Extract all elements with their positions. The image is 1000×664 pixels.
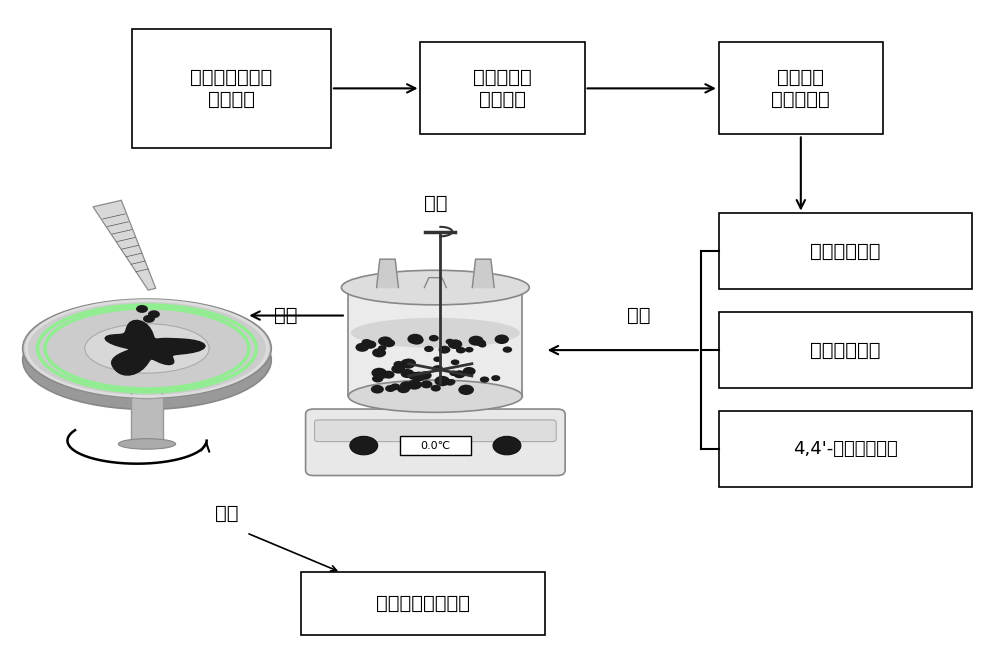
Circle shape [438, 346, 450, 354]
Polygon shape [472, 259, 494, 288]
FancyBboxPatch shape [306, 409, 565, 475]
Ellipse shape [348, 380, 522, 412]
Circle shape [450, 339, 462, 347]
Circle shape [421, 380, 432, 388]
Circle shape [433, 357, 442, 362]
Circle shape [378, 337, 392, 346]
FancyBboxPatch shape [132, 29, 331, 147]
Circle shape [447, 379, 456, 384]
Circle shape [431, 385, 441, 392]
Circle shape [435, 365, 443, 371]
Circle shape [364, 341, 376, 349]
Circle shape [371, 368, 387, 378]
Ellipse shape [351, 318, 520, 348]
Ellipse shape [23, 299, 271, 398]
Circle shape [419, 371, 432, 380]
Circle shape [400, 359, 415, 369]
Text: 混合: 混合 [627, 306, 651, 325]
FancyBboxPatch shape [420, 42, 585, 135]
Circle shape [382, 371, 395, 378]
Circle shape [372, 375, 383, 382]
Circle shape [445, 380, 455, 386]
FancyBboxPatch shape [719, 214, 972, 290]
Circle shape [391, 365, 405, 374]
Circle shape [410, 335, 424, 345]
Circle shape [463, 367, 476, 376]
Polygon shape [93, 201, 156, 290]
Polygon shape [348, 288, 522, 396]
Text: 配制含钕锰锶的
硝酸溶液: 配制含钕锰锶的 硝酸溶液 [190, 68, 273, 109]
Circle shape [456, 347, 466, 353]
Circle shape [503, 347, 512, 353]
Circle shape [480, 376, 489, 382]
Text: 0.0℃: 0.0℃ [420, 441, 450, 451]
Text: 高温反应
成纳米粒子: 高温反应 成纳米粒子 [771, 68, 830, 109]
Circle shape [446, 339, 454, 345]
Circle shape [143, 315, 155, 323]
Circle shape [478, 342, 486, 347]
Circle shape [451, 359, 459, 365]
Circle shape [383, 339, 395, 347]
FancyBboxPatch shape [719, 42, 883, 135]
FancyBboxPatch shape [719, 411, 972, 487]
Ellipse shape [85, 324, 209, 373]
Circle shape [448, 339, 462, 349]
Circle shape [397, 384, 410, 393]
Circle shape [371, 385, 384, 394]
Circle shape [372, 348, 386, 357]
Ellipse shape [118, 439, 176, 450]
Circle shape [378, 345, 387, 351]
Circle shape [136, 305, 148, 313]
Circle shape [453, 371, 465, 378]
Ellipse shape [131, 390, 163, 399]
Circle shape [495, 335, 509, 344]
Circle shape [476, 339, 486, 347]
Circle shape [148, 310, 160, 318]
Text: 加入柠檬酸
和乙二醇: 加入柠檬酸 和乙二醇 [473, 68, 532, 109]
Polygon shape [105, 320, 205, 375]
Circle shape [402, 359, 416, 368]
Circle shape [385, 385, 396, 392]
Circle shape [465, 347, 474, 353]
Circle shape [350, 436, 378, 455]
Circle shape [361, 339, 371, 345]
Circle shape [429, 335, 439, 341]
Circle shape [390, 383, 400, 390]
Circle shape [449, 371, 458, 376]
Circle shape [393, 361, 404, 368]
Circle shape [408, 372, 420, 380]
Text: 钾基热致变色涂层: 钾基热致变色涂层 [376, 594, 470, 613]
Circle shape [412, 372, 426, 381]
Circle shape [424, 346, 434, 352]
Circle shape [400, 381, 413, 390]
Circle shape [493, 436, 521, 455]
FancyBboxPatch shape [315, 420, 556, 442]
FancyBboxPatch shape [131, 394, 163, 448]
Circle shape [469, 336, 484, 346]
FancyBboxPatch shape [719, 312, 972, 388]
Circle shape [401, 369, 414, 378]
Circle shape [491, 375, 500, 381]
Circle shape [434, 376, 450, 386]
Text: 4,4'-二氨基二苯醚: 4,4'-二氨基二苯醚 [793, 440, 898, 458]
Text: 搅拌: 搅拌 [424, 194, 447, 213]
Polygon shape [377, 259, 398, 288]
Circle shape [355, 343, 369, 352]
Text: 二甲基乙酰胺: 二甲基乙酰胺 [810, 341, 881, 360]
Circle shape [377, 372, 387, 379]
Circle shape [458, 384, 474, 395]
Text: 固化: 固化 [215, 503, 238, 523]
Circle shape [407, 334, 423, 344]
Text: 纳米粒子包覆: 纳米粒子包覆 [810, 242, 881, 261]
Ellipse shape [341, 270, 529, 305]
FancyBboxPatch shape [301, 572, 545, 635]
Circle shape [432, 365, 442, 372]
FancyBboxPatch shape [400, 436, 471, 455]
Text: 涂敷: 涂敷 [274, 306, 298, 325]
Circle shape [407, 380, 422, 390]
Ellipse shape [23, 311, 271, 410]
